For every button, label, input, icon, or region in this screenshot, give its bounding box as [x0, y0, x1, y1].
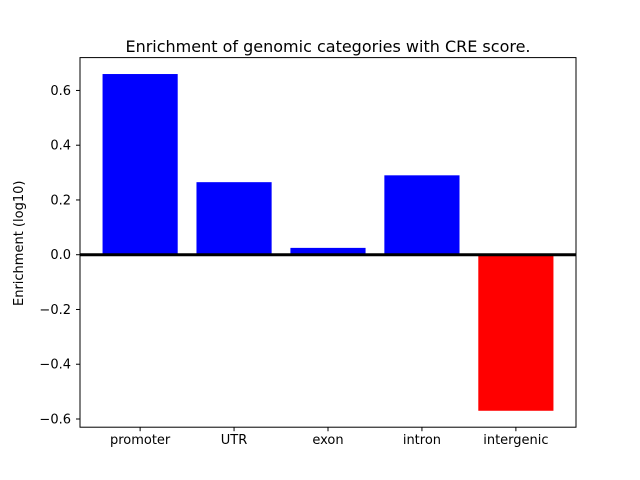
bar-intergenic — [478, 254, 554, 411]
y-tick-label: 0.4 — [50, 139, 71, 154]
bar-promoter — [102, 74, 178, 255]
x-tick-label: exon — [312, 433, 343, 448]
y-tick-label: −0.2 — [39, 303, 71, 318]
x-tick-label: intron — [403, 433, 441, 448]
y-tick-label: 0.2 — [50, 193, 71, 208]
y-tick-label: 0.0 — [50, 248, 71, 263]
bar-exon — [290, 247, 366, 255]
x-tick-label: promoter — [110, 433, 171, 448]
x-tick-label: UTR — [221, 433, 248, 448]
chart-title: Enrichment of genomic categories with CR… — [125, 37, 531, 56]
y-tick-label: −0.4 — [39, 358, 71, 373]
x-tick-label: intergenic — [483, 433, 548, 448]
bar-intron — [384, 175, 460, 255]
y-tick-label: −0.6 — [39, 412, 71, 427]
bar-UTR — [196, 182, 272, 255]
y-tick-label: 0.6 — [50, 84, 71, 99]
